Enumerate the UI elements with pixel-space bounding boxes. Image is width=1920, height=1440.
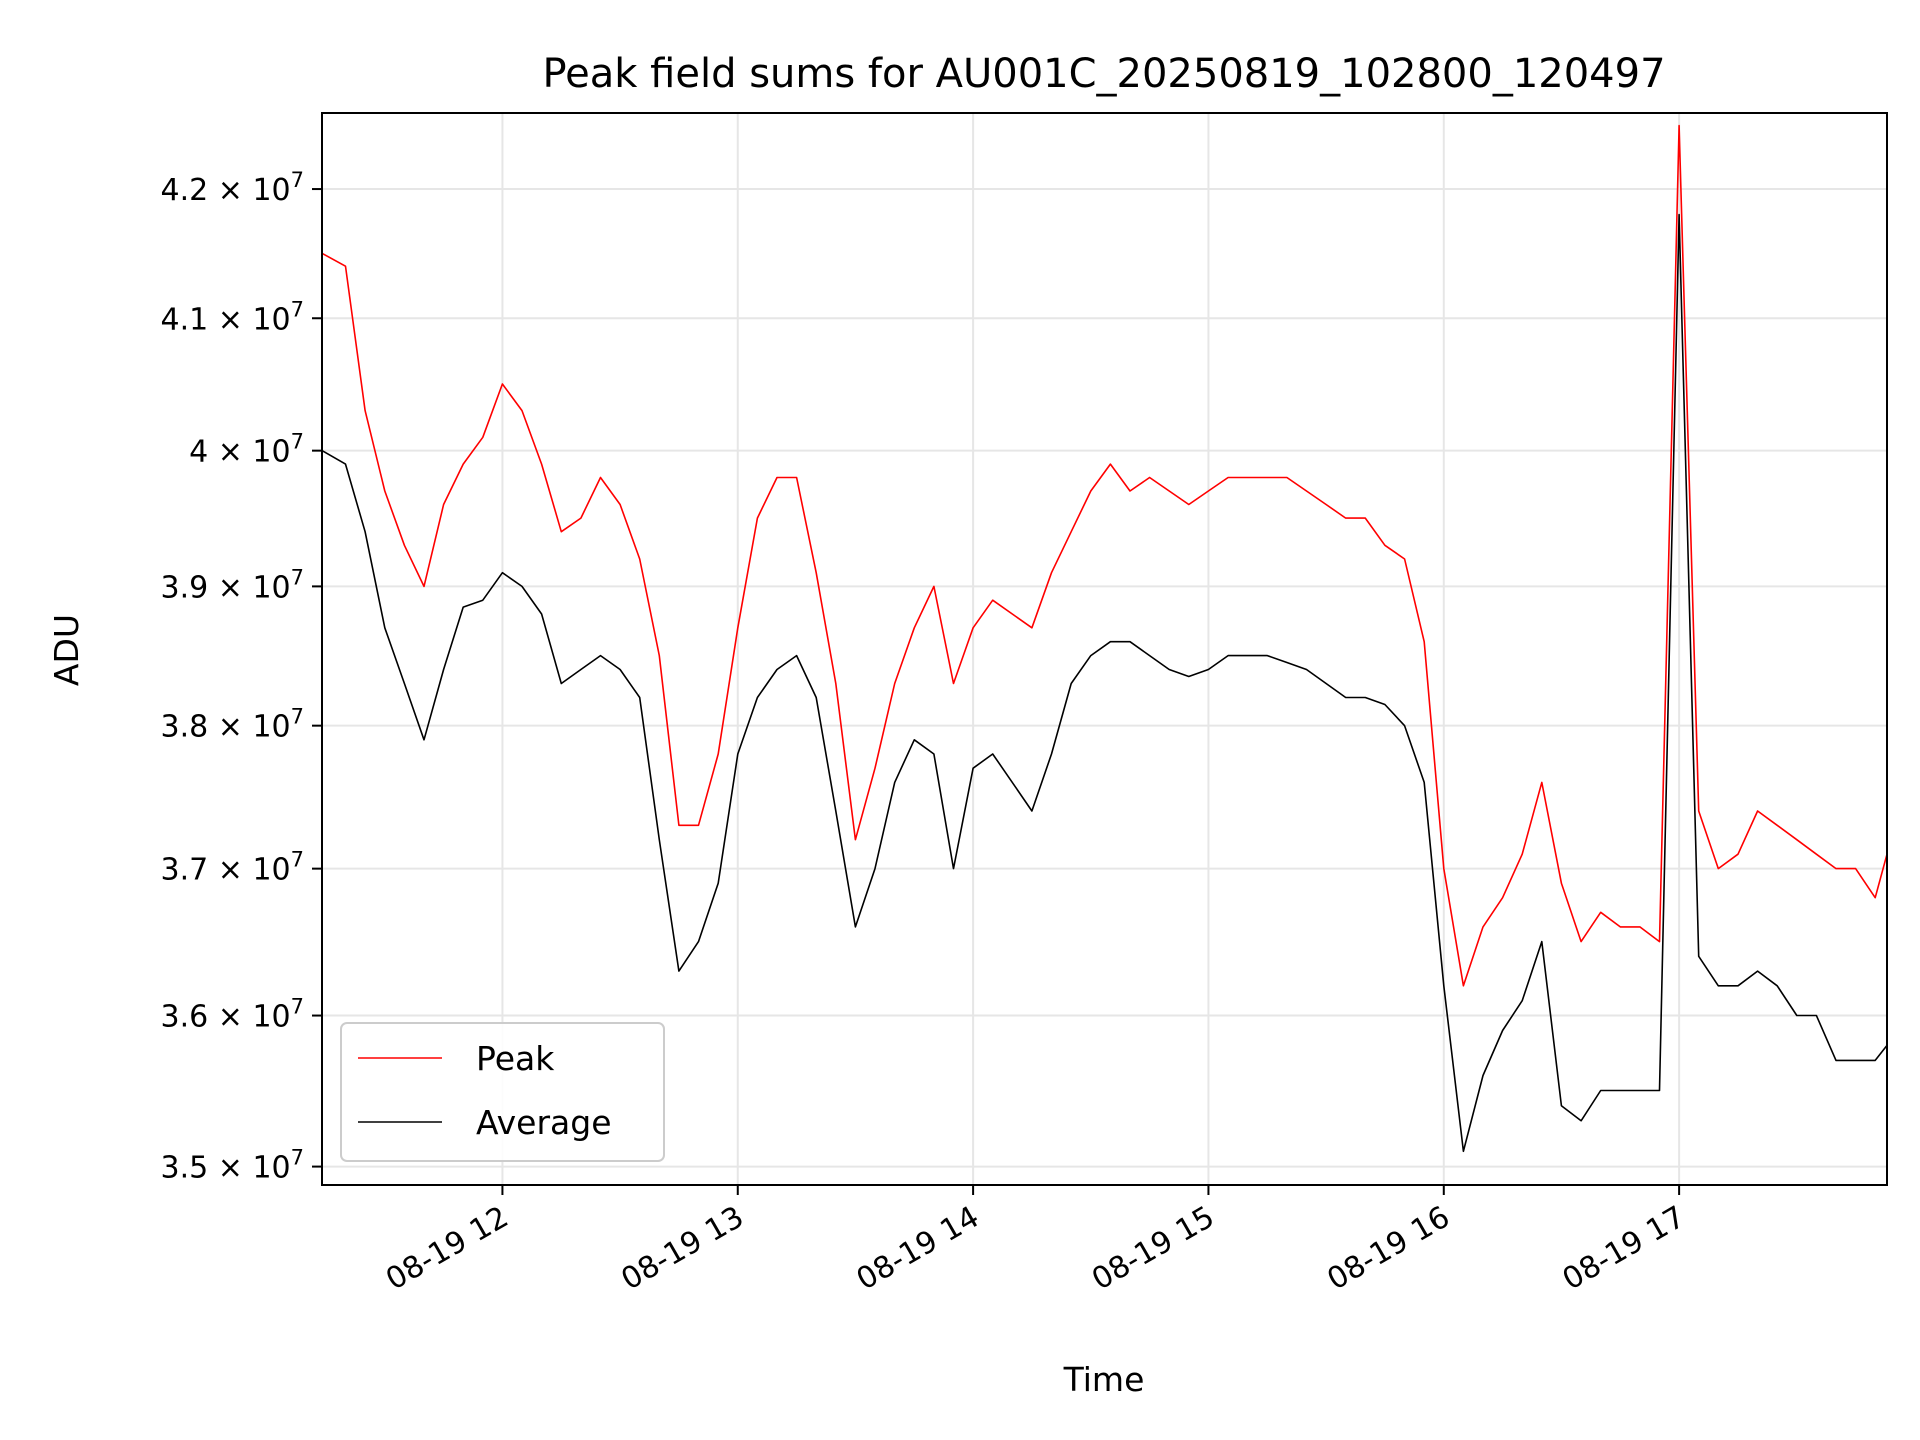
- plot-area: [322, 113, 1887, 1185]
- y-tick-label: 3.7 × 107: [161, 848, 304, 888]
- y-tick-label: 4 × 107: [189, 430, 304, 470]
- series-line-average: [321, 213, 1888, 1153]
- y-tick-label: 3.9 × 107: [161, 565, 304, 605]
- y-tick-label: 4.2 × 107: [161, 168, 304, 208]
- plot-frame: [321, 112, 1888, 1186]
- y-axis-title: ADU: [47, 614, 86, 686]
- y-tick-label: 3.5 × 107: [161, 1146, 304, 1186]
- x-axis-title: Time: [1063, 1360, 1145, 1399]
- y-axis: 3.5 × 107 3.6 × 107 3.7 × 107 3.8 × 107 3.9 …: [161, 168, 322, 1186]
- legend: Peak Average: [340, 1022, 665, 1162]
- grid: [322, 113, 1887, 1185]
- series-layer: [321, 124, 1888, 1153]
- y-tick-label: 3.6 × 107: [161, 995, 304, 1035]
- y-tick-label: 3.8 × 107: [161, 705, 304, 745]
- y-tick-label: 4.1 × 107: [161, 297, 304, 337]
- chart-title: Peak field sums for AU001C_20250819_1028…: [542, 51, 1665, 97]
- series-line-peak: [321, 124, 1888, 987]
- legend-label-average: Average: [476, 1103, 612, 1142]
- legend-label-peak: Peak: [476, 1039, 555, 1078]
